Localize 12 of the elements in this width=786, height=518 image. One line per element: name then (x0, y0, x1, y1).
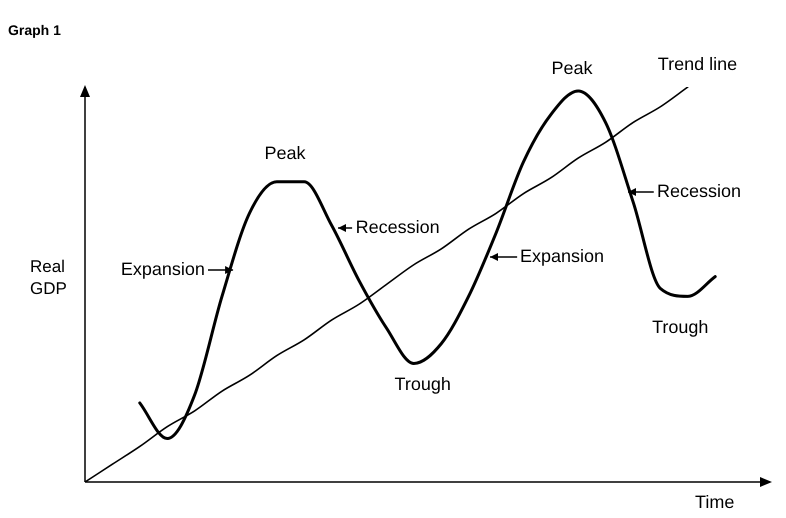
annotation: Expansion (520, 246, 604, 266)
annotation: Recession (656, 181, 742, 202)
y-axis-title: Real GDP (30, 256, 68, 300)
annotation: Peak (264, 143, 307, 164)
x-axis-title: Time (695, 492, 734, 513)
series-label: Trend line (658, 54, 738, 74)
annotation: Trough (394, 374, 451, 394)
annotation: Expansion (120, 258, 205, 279)
annotation: Trough (652, 316, 708, 337)
text: Peak (552, 58, 594, 78)
annotation: Recession (356, 216, 440, 237)
chart-title: Graph 1 (8, 22, 61, 38)
